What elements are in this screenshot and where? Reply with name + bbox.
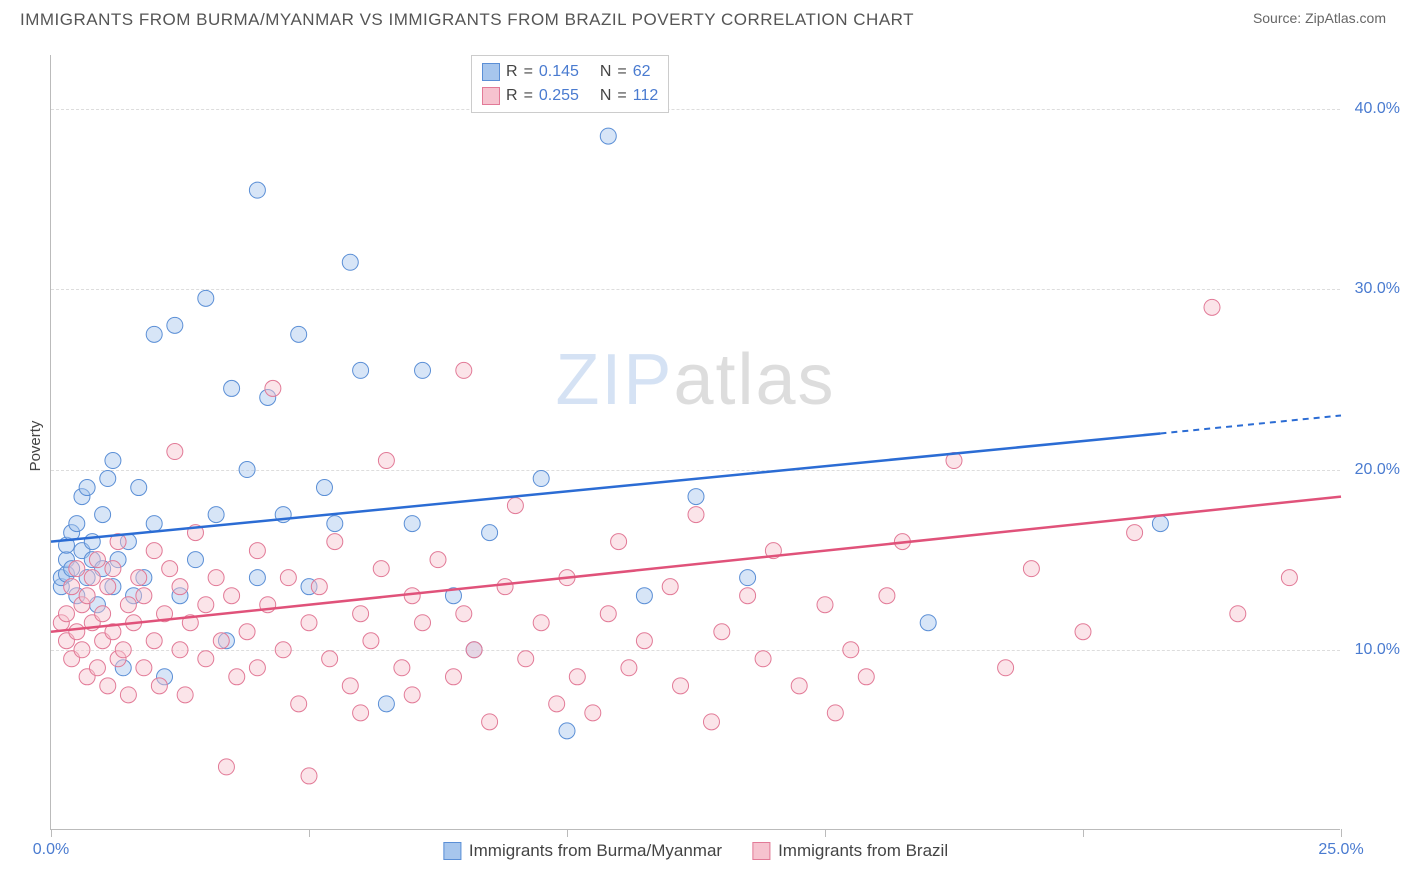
x-tick-label: 25.0%	[1318, 841, 1363, 859]
series-legend: Immigrants from Burma/Myanmar Immigrants…	[443, 841, 948, 861]
source-attribution: Source: ZipAtlas.com	[1253, 10, 1386, 26]
x-tick	[1083, 829, 1084, 837]
x-tick	[567, 829, 568, 837]
x-tick-label: 0.0%	[33, 841, 69, 859]
legend-item-brazil: Immigrants from Brazil	[752, 841, 948, 861]
legend-row-brazil: R = 0.255 N = 112	[482, 84, 658, 108]
x-tick	[1341, 829, 1342, 837]
y-tick-label: 40.0%	[1355, 100, 1400, 118]
x-tick	[309, 829, 310, 837]
scatter-plot-svg	[51, 55, 1340, 829]
chart-plot-area: ZIPatlas 10.0%20.0%30.0%40.0% R = 0.145 …	[50, 55, 1340, 830]
legend-row-burma: R = 0.145 N = 62	[482, 60, 658, 84]
legend-item-burma: Immigrants from Burma/Myanmar	[443, 841, 722, 861]
chart-title: IMMIGRANTS FROM BURMA/MYANMAR VS IMMIGRA…	[20, 10, 914, 30]
correlation-legend: R = 0.145 N = 62 R = 0.255 N = 112	[471, 55, 669, 113]
y-tick-label: 30.0%	[1355, 280, 1400, 298]
x-tick	[825, 829, 826, 837]
y-tick-label: 20.0%	[1355, 461, 1400, 479]
x-tick	[51, 829, 52, 837]
y-tick-label: 10.0%	[1355, 641, 1400, 659]
y-axis-label: Poverty	[27, 421, 44, 472]
